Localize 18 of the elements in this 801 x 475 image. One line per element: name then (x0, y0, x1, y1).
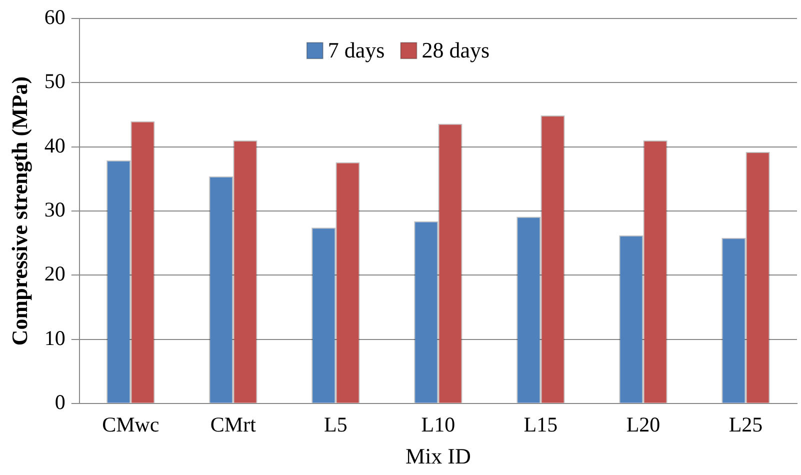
legend-label: 28 days (422, 37, 490, 62)
x-tick-label: CMwc (102, 412, 160, 437)
x-tick-label: L20 (626, 412, 660, 437)
y-tick-label: 40 (44, 133, 66, 158)
legend-label: 7 days (328, 37, 385, 62)
y-tick-label: 20 (44, 262, 66, 286)
x-tick-label: L10 (421, 412, 456, 437)
y-tick-label: 0 (54, 390, 66, 414)
y-tick-label: 60 (44, 5, 66, 30)
x-tick-label: L15 (524, 412, 558, 437)
x-tick-label: L5 (324, 412, 348, 437)
y-tick-label: 30 (44, 198, 66, 222)
y-axis-title: Compressive strength (MPa) (6, 76, 32, 346)
x-tick-label: L25 (728, 412, 763, 437)
x-axis-title: Mix ID (406, 444, 471, 469)
x-tick-label: CMrt (210, 412, 256, 437)
y-tick-label: 10 (44, 326, 66, 350)
y-tick-label: 50 (44, 69, 66, 94)
